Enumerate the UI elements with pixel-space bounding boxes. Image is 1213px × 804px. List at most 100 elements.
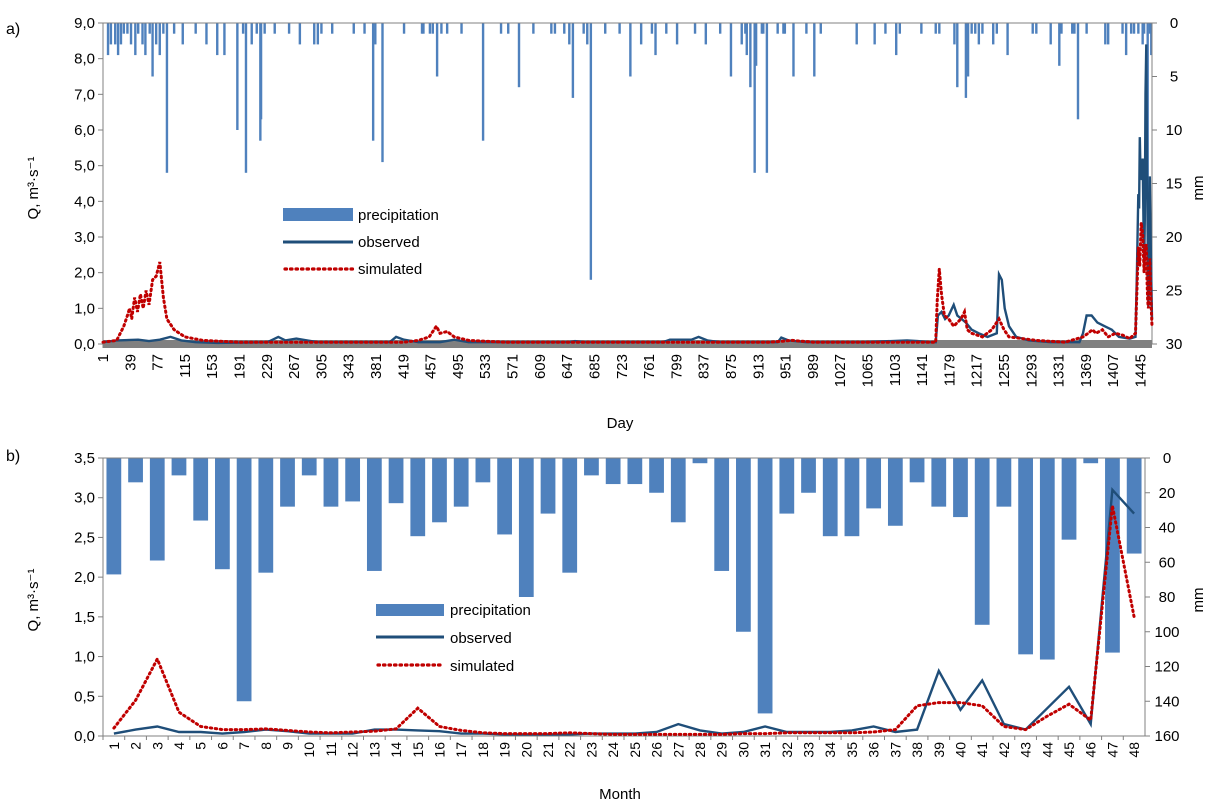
- precipitation-bar: [729, 23, 733, 77]
- panel-a-x-tick-label: 1: [95, 354, 112, 362]
- precipitation-bar: [627, 458, 643, 485]
- panel-a-x-tick-label: 1027: [832, 354, 849, 387]
- precipitation-bar: [1106, 23, 1110, 45]
- panel-b-y-tick-label: 0,0: [74, 728, 95, 745]
- panel-a-x-tick-label: 1407: [1105, 354, 1122, 387]
- panel-b-x-tick-label: 9: [280, 742, 296, 750]
- legend-a-observed-label: observed: [358, 234, 420, 251]
- precipitation-bar: [1126, 458, 1142, 554]
- precipitation-bar: [1073, 23, 1076, 34]
- precipitation-bar: [241, 23, 245, 34]
- panel-b-y2-tick-label: 20: [1159, 485, 1176, 502]
- precipitation-bar: [1006, 23, 1009, 56]
- precipitation-bar: [762, 23, 765, 34]
- panel-b-x-tick-label: 25: [627, 742, 643, 758]
- panel-a-y-axis-label: Q, m³·s⁻¹: [25, 157, 42, 220]
- precipitation-bar: [134, 23, 137, 56]
- precipitation-bar: [953, 23, 956, 45]
- precipitation-bar: [964, 23, 968, 98]
- precipitation-bar: [887, 458, 903, 526]
- panel-a-y-tick-label: 7,0: [74, 86, 95, 103]
- precipitation-bar: [753, 23, 756, 173]
- precipitation-bar: [693, 23, 697, 34]
- panel-b-x-tick-label: 30: [735, 742, 751, 758]
- precipitation-bar: [1060, 23, 1063, 34]
- panel-b-x-tick-label: 27: [670, 742, 686, 758]
- panel-a-x-tick-label: 115: [177, 354, 194, 378]
- precipitation-bar: [779, 458, 795, 514]
- panel-a-x-tick-label: 39: [122, 354, 139, 371]
- precipitation-bar: [562, 458, 578, 573]
- precipitation-bar: [129, 23, 133, 45]
- precipitation-bar: [1105, 458, 1120, 653]
- precipitation-bar: [675, 23, 679, 45]
- panel-b-x-tick-label: 28: [692, 742, 708, 758]
- precipitation-bar: [974, 458, 990, 625]
- panel-a-x-tick-label: 1331: [1051, 354, 1068, 387]
- precipitation-bar: [1071, 23, 1074, 34]
- precipitation-bar: [171, 458, 187, 476]
- precipitation-bar: [1137, 23, 1140, 34]
- panel-b-x-tick-label: 40: [952, 742, 968, 758]
- panel-a-y-tick-label: 2,0: [74, 265, 95, 282]
- precipitation-bar: [273, 23, 276, 34]
- precipitation-bar: [953, 458, 968, 518]
- panel-b-x-tick-label: 35: [844, 742, 860, 758]
- panel-a-x-tick-label: 1293: [1023, 354, 1040, 387]
- panel-b-x-tick-label: 38: [909, 742, 925, 758]
- precipitation-bar: [1035, 23, 1038, 34]
- panel-a-label: a): [6, 21, 20, 38]
- precipitation-bar: [586, 23, 589, 45]
- panel-a-x-tick-label: 381: [368, 354, 385, 379]
- panel-b-x-tick-label: 6: [214, 742, 230, 750]
- precipitation-bar: [745, 23, 748, 56]
- panel-a-x-tick-label: 1179: [941, 354, 958, 386]
- precipitation-bar: [757, 458, 773, 714]
- precipitation-bar: [589, 23, 593, 280]
- precipitation-bar: [866, 458, 882, 509]
- precipitation-bar: [109, 23, 113, 45]
- precipitation-bar: [141, 23, 144, 45]
- panel-a-x-tick-label: 723: [614, 354, 631, 379]
- precipitation-bar: [855, 23, 858, 45]
- panel-b-x-tick-label: 36: [866, 742, 882, 758]
- precipitation-bar: [822, 458, 838, 537]
- precipitation-bar: [374, 23, 377, 45]
- panel-b-x-tick-label: 18: [475, 742, 491, 758]
- precipitation-bar: [250, 23, 253, 45]
- precipitation-bar: [981, 23, 984, 34]
- precipitation-bar: [193, 458, 209, 521]
- precipitation-bar: [1142, 23, 1146, 34]
- panel-b-y-tick-label: 3,5: [74, 450, 95, 467]
- precipitation-bar: [445, 23, 449, 34]
- panel-a-baseline-band: [103, 340, 1152, 348]
- precipitation-bar: [956, 23, 959, 88]
- panel-b-x-tick-label: 13: [366, 742, 382, 758]
- precipitation-bar: [481, 23, 485, 141]
- panel-a-y-tick-label: 6,0: [74, 122, 95, 139]
- precipitation-bar: [410, 458, 426, 537]
- panel-b-x-tick-label: 12: [345, 742, 361, 758]
- panel-b-x-tick-label: 31: [757, 742, 773, 758]
- precipitation-bar: [934, 23, 937, 34]
- panel-b-legend: precipitation observed simulated: [376, 602, 531, 675]
- panel-a-x-tick-label: 799: [668, 354, 685, 379]
- panel-b-y2-tick-label: 100: [1154, 624, 1179, 641]
- precipitation-bar: [938, 23, 941, 34]
- precipitation-bar: [1148, 23, 1152, 34]
- precipitation-bar: [440, 23, 443, 34]
- precipitation-bar: [215, 458, 230, 570]
- panel-b-x-tick-label: 3: [149, 742, 165, 750]
- panel-a-axes: 0,0 1,0 2,0 3,0 4,0 5,0 6,0 7,0 8,0 9,0 0 5 10 15 20 25…: [74, 15, 1182, 387]
- panel-b-x-tick-label: 48: [1126, 742, 1142, 758]
- precipitation-bar: [776, 23, 779, 34]
- panel-b-axes: 0,00,51,01,52,02,53,03,5 0204060801001201…: [74, 450, 1179, 758]
- panel-a-x-tick-label: 647: [559, 354, 576, 379]
- precipitation-bar: [749, 23, 752, 88]
- panel-b-y2-tick-label: 60: [1159, 554, 1176, 571]
- precipitation-bar: [1083, 458, 1099, 464]
- panel-b-x-tick-label: 47: [1104, 742, 1120, 758]
- panel-a-y-tick-label: 5,0: [74, 158, 95, 175]
- precipitation-bar: [844, 458, 860, 537]
- precipitation-bar: [128, 458, 143, 483]
